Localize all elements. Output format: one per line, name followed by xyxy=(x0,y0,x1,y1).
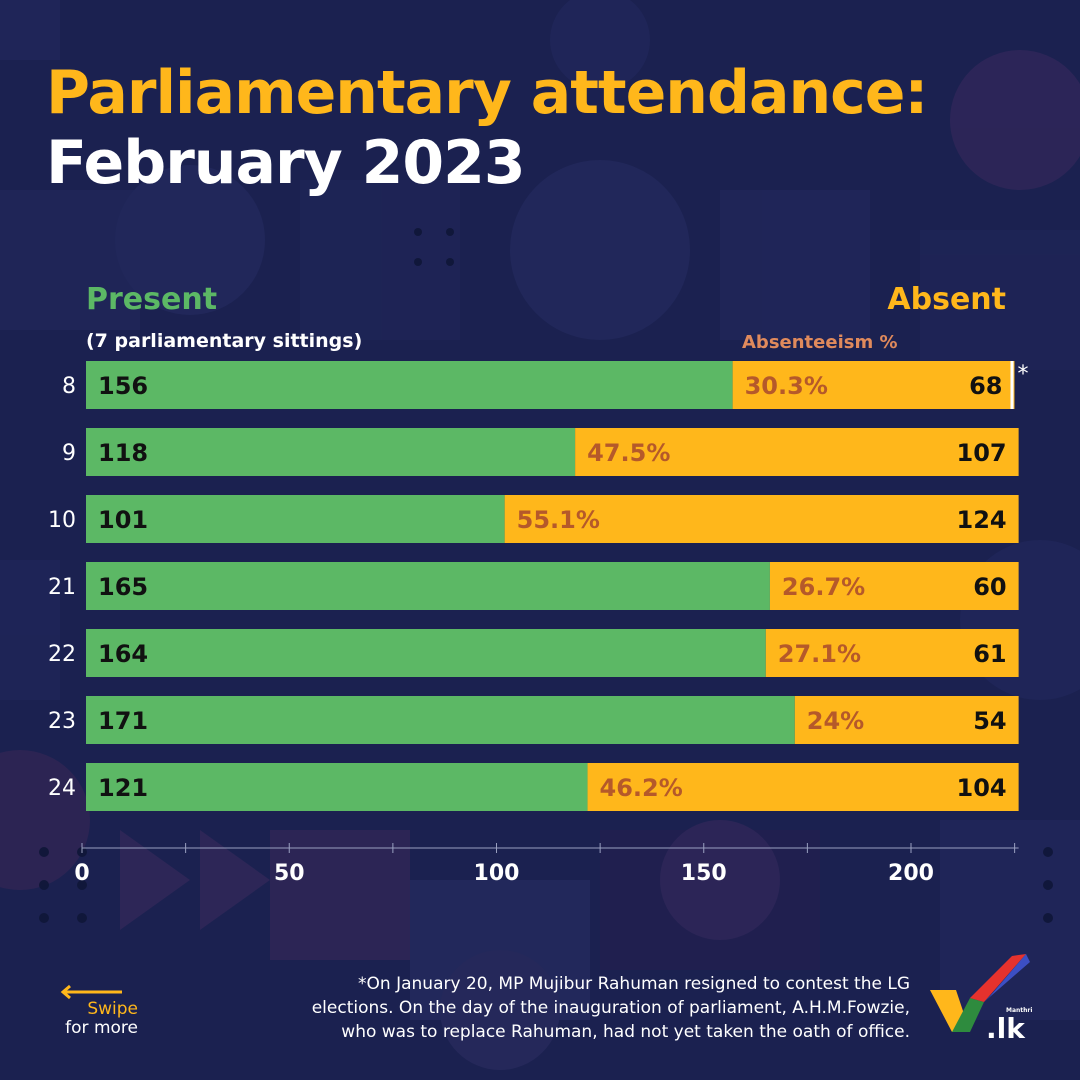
category-label: 9 xyxy=(62,441,76,466)
absenteeism-pct-label: 26.7% xyxy=(782,573,865,601)
vacancy-marker xyxy=(1010,361,1014,409)
present-value-label: 156 xyxy=(98,372,148,400)
chart-title: Parliamentary attendance: February 2023 xyxy=(46,58,928,198)
category-label: 10 xyxy=(48,508,76,533)
bar-present xyxy=(86,495,505,543)
bar-present xyxy=(86,361,733,409)
category-label: 23 xyxy=(48,709,76,734)
absenteeism-pct-label: 27.1% xyxy=(778,640,861,668)
bar-present xyxy=(86,696,795,744)
category-label: 22 xyxy=(48,642,76,667)
absent-value-label: 60 xyxy=(973,573,1006,601)
absenteeism-label: Absenteeism % xyxy=(742,332,898,353)
present-value-label: 101 xyxy=(98,506,148,534)
swipe-hint[interactable]: Swipe for more xyxy=(48,984,138,1038)
present-value-label: 165 xyxy=(98,573,148,601)
present-value-label: 121 xyxy=(98,774,148,802)
category-label: 24 xyxy=(48,776,76,801)
bar-absent xyxy=(587,763,1019,811)
x-tick-label: 0 xyxy=(74,861,89,886)
absent-value-label: 107 xyxy=(957,439,1007,467)
present-value-label: 118 xyxy=(98,439,148,467)
absenteeism-pct-label: 47.5% xyxy=(587,439,670,467)
asterisk-mark: * xyxy=(1017,362,1028,387)
sittings-note: (7 parliamentary sittings) xyxy=(86,330,363,352)
category-label: 21 xyxy=(48,575,76,600)
absenteeism-pct-label: 46.2% xyxy=(600,774,683,802)
bar-absent xyxy=(504,495,1019,543)
logo-small-text: Manthri xyxy=(1006,1007,1032,1014)
title-line-2: February 2023 xyxy=(46,128,526,198)
legend-absent: Absent xyxy=(887,282,1006,317)
logo-main-text: .lk xyxy=(986,1012,1026,1042)
absenteeism-pct-label: 55.1% xyxy=(517,506,600,534)
present-value-label: 171 xyxy=(98,707,148,735)
title-line-1: Parliamentary attendance: xyxy=(46,58,928,128)
absenteeism-pct-label: 30.3% xyxy=(745,372,828,400)
absent-value-label: 54 xyxy=(973,707,1006,735)
swipe-sublabel: for more xyxy=(65,1018,138,1038)
absent-value-label: 124 xyxy=(957,506,1007,534)
bar-absent xyxy=(765,629,1019,677)
legend-present: Present xyxy=(86,282,218,317)
bar-present xyxy=(86,629,766,677)
absent-value-label: 104 xyxy=(957,774,1007,802)
bar-absent xyxy=(769,562,1019,610)
x-tick-label: 100 xyxy=(474,861,520,886)
bar-absent xyxy=(575,428,1019,476)
absent-value-label: 61 xyxy=(973,640,1006,668)
x-tick-label: 200 xyxy=(888,861,934,886)
bar-present xyxy=(86,763,588,811)
x-tick-label: 150 xyxy=(681,861,727,886)
manthri-logo: Manthri .lk xyxy=(930,954,1032,1042)
bar-present xyxy=(86,428,576,476)
footnote: *On January 20, MP Mujibur Rahuman resig… xyxy=(311,974,910,1042)
present-value-label: 164 xyxy=(98,640,148,668)
swipe-label: Swipe xyxy=(87,999,138,1019)
absent-value-label: 68 xyxy=(969,372,1002,400)
bar-absent xyxy=(794,696,1019,744)
bar-absent xyxy=(732,361,1015,409)
category-label: 8 xyxy=(62,374,76,399)
bar-present xyxy=(86,562,770,610)
x-tick-label: 50 xyxy=(274,861,305,886)
arrow-left-icon xyxy=(60,984,122,1000)
absenteeism-pct-label: 24% xyxy=(807,707,864,735)
